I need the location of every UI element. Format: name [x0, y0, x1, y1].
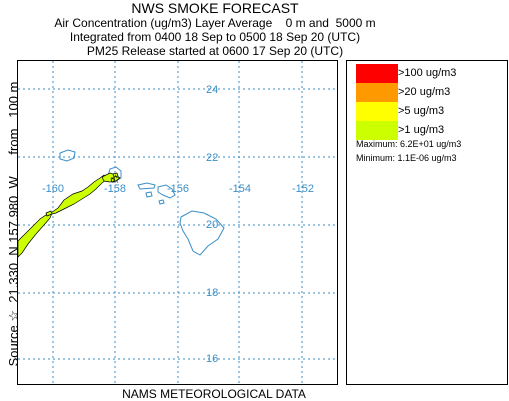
plume-source-patch-a — [112, 172, 119, 178]
legend-item-100: >100 ug/m3 — [356, 64, 506, 83]
legend-label: >20 ug/m3 — [398, 86, 451, 98]
legend-item-20: >20 ug/m3 — [356, 83, 506, 102]
lat-label-24: 24 — [206, 84, 218, 96]
plume-central-segment — [47, 174, 107, 216]
plume-western-segment — [17, 212, 53, 258]
island-lanai — [145, 191, 153, 198]
lon-label-158: -158 — [104, 183, 126, 195]
legend-swatch-lime — [356, 121, 398, 140]
lat-label-20: 20 — [206, 219, 218, 231]
minimum-value: Minimum: 1.1E-06 ug/m3 — [356, 153, 457, 163]
island-kauai — [59, 149, 76, 162]
release-info: PM25 Release started at 0600 17 Sep 20 (… — [86, 44, 344, 58]
source-star-icon: ☆ — [110, 172, 121, 186]
island-molokai — [137, 182, 156, 190]
plume-detached-patch — [45, 210, 53, 217]
lon-labels: -160 -158 -156 -154 -152 — [42, 183, 314, 195]
meteorological-data-label: NAMS METEOROLOGICAL DATA — [122, 387, 306, 401]
map-canvas: 24 22 20 18 16 -160 -158 -156 -154 -152 — [17, 61, 337, 384]
island-kahoolawe — [158, 199, 165, 205]
forecast-map: 24 22 20 18 16 -160 -158 -156 -154 -152 — [17, 60, 338, 385]
islands — [59, 149, 225, 256]
integration-period: Integrated from 0400 18 Sep to 0500 18 S… — [69, 30, 361, 44]
lat-label-18: 18 — [206, 287, 218, 299]
map-title: NWS SMOKE FORECAST — [131, 0, 299, 16]
plume-source-patch-b — [110, 177, 116, 183]
concentration-subtitle: Air Concentration (ug/m3) Layer Average … — [54, 16, 376, 30]
island-maui — [157, 184, 176, 199]
lon-label-154: -154 — [229, 183, 251, 195]
lon-label-156: -156 — [167, 183, 189, 195]
legend-label: >1 ug/m3 — [398, 124, 445, 136]
maximum-value: Maximum: 6.2E+01 ug/m3 — [356, 139, 462, 149]
island-hawaii — [179, 210, 225, 256]
lat-label-22: 22 — [206, 152, 218, 164]
legend-swatch-orange — [356, 83, 398, 102]
lat-labels: 24 22 20 18 16 — [206, 84, 218, 365]
legend-swatch-yellow — [356, 102, 398, 121]
legend-swatch-red — [356, 64, 398, 83]
graticule — [18, 61, 337, 384]
legend-item-5: >5 ug/m3 — [356, 102, 506, 121]
lon-label-152: -152 — [292, 183, 314, 195]
lat-label-16: 16 — [206, 353, 218, 365]
legend-item-1: >1 ug/m3 — [356, 121, 506, 140]
header: NWS SMOKE FORECAST Air Concentration (ug… — [0, 0, 430, 58]
legend-label: >100 ug/m3 — [398, 67, 457, 79]
lon-label-160: -160 — [42, 183, 64, 195]
smoke-plume — [17, 172, 121, 258]
legend-label: >5 ug/m3 — [398, 105, 445, 117]
legend-panel: >100 ug/m3 >20 ug/m3 >5 ug/m3 >1 ug/m3 M… — [346, 60, 508, 385]
